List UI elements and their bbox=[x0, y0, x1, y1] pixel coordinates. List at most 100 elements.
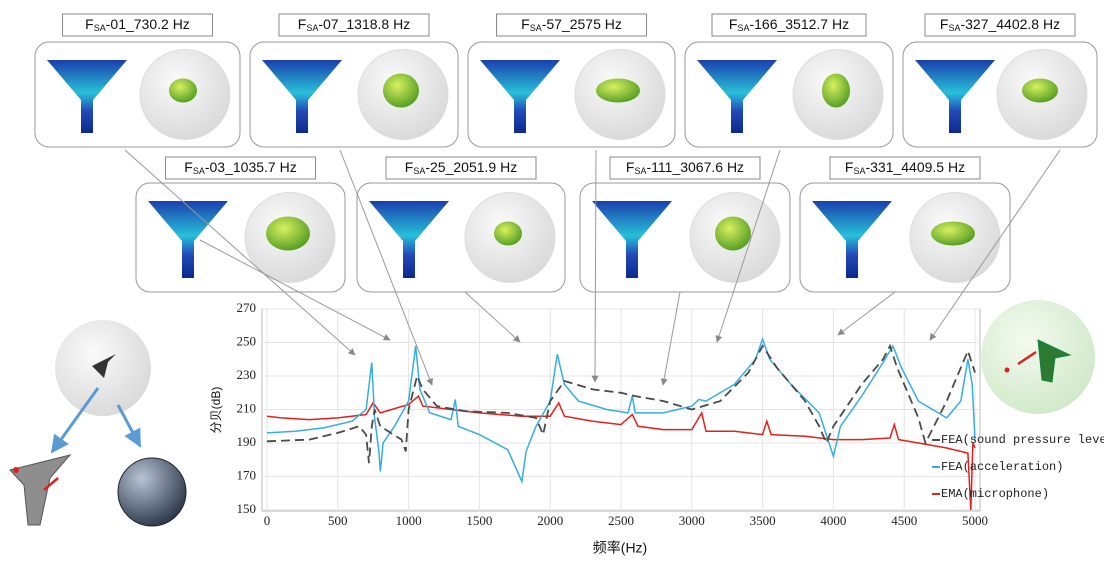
mode-label: FSA-57_2575 Hz bbox=[521, 16, 622, 34]
mode-label-box bbox=[385, 156, 537, 180]
mode-label-box bbox=[609, 156, 761, 180]
chart: 150 170 190 210 230 250 270 0 500 1000 1500 2000 250… bbox=[237, 300, 989, 528]
x-tick-label: 0 bbox=[264, 513, 271, 528]
arrow bbox=[50, 387, 100, 454]
mode-label-suffix: -166_3512.7 Hz bbox=[749, 16, 849, 32]
mode-label-symbol: F bbox=[85, 16, 94, 32]
point bbox=[1004, 367, 1010, 373]
force-arrow bbox=[1017, 350, 1037, 366]
pointer-arrow bbox=[929, 149, 1061, 341]
y-tick-label: 250 bbox=[237, 333, 257, 348]
mode-label: FSA-03_1035.7 Hz bbox=[184, 159, 296, 177]
funnel-model bbox=[1037, 339, 1072, 383]
mode-label-box bbox=[278, 13, 430, 37]
pointer-arrow bbox=[660, 291, 681, 386]
mode-label-symbol: F bbox=[405, 159, 414, 175]
mode-label-subscript: SA bbox=[413, 166, 425, 176]
mode-label-box bbox=[711, 13, 867, 37]
mode-label-subscript: SA bbox=[948, 23, 960, 33]
mode-label-subscript: SA bbox=[853, 166, 865, 176]
pressure-field bbox=[596, 78, 640, 103]
pressure-field bbox=[494, 221, 522, 246]
y-tick-label: 190 bbox=[237, 434, 257, 449]
pressure-field bbox=[266, 216, 310, 251]
x-tick-label: 500 bbox=[328, 513, 348, 528]
mode-label-symbol: F bbox=[184, 159, 193, 175]
y-tick-label: 230 bbox=[237, 367, 257, 382]
mode-label-symbol: F bbox=[729, 16, 738, 32]
mode-label-suffix: -25_2051.9 Hz bbox=[425, 159, 517, 175]
mode-label: FSA-331_4409.5 Hz bbox=[845, 159, 965, 177]
legend-label: FEA(acceleration) bbox=[941, 460, 1063, 474]
x-tick-label: 1000 bbox=[396, 513, 422, 528]
mode-label-symbol: F bbox=[940, 16, 949, 32]
point bbox=[13, 467, 19, 473]
pressure-field bbox=[931, 221, 975, 246]
pointer-arrow bbox=[591, 149, 599, 383]
result-sphere bbox=[981, 300, 1095, 414]
arrow bbox=[116, 404, 142, 448]
pressure-field bbox=[383, 73, 419, 108]
x-tick-label: 3500 bbox=[750, 513, 776, 528]
x-tick-label: 2000 bbox=[537, 513, 563, 528]
y-tick-label: 150 bbox=[237, 501, 257, 516]
mode-label-suffix: -331_4409.5 Hz bbox=[865, 159, 965, 175]
mode-label-subscript: SA bbox=[94, 23, 106, 33]
mode-shape bbox=[812, 201, 892, 278]
mode-shape bbox=[262, 60, 342, 133]
mode-shape bbox=[369, 201, 449, 278]
sphere-mesh bbox=[117, 457, 187, 527]
x-tick-label: 4000 bbox=[820, 513, 846, 528]
mode-label-subscript: SA bbox=[634, 166, 646, 176]
pressure-field bbox=[1022, 78, 1058, 103]
mode-label-suffix: -327_4402.8 Hz bbox=[960, 16, 1060, 32]
illustrations bbox=[9, 300, 1095, 527]
mode-label-suffix: -111_3067.6 Hz bbox=[647, 159, 745, 175]
pointer-arrow bbox=[837, 291, 896, 336]
mode-label-box bbox=[924, 13, 1076, 37]
data-line bbox=[266, 336, 976, 485]
x-axis-label: 频率(Hz) bbox=[593, 540, 647, 556]
mode-label: FSA-111_3067.6 Hz bbox=[626, 159, 744, 177]
mode-label-symbol: F bbox=[521, 16, 530, 32]
data-line bbox=[266, 343, 976, 464]
pressure-field bbox=[822, 73, 850, 108]
pressure-field bbox=[169, 78, 197, 103]
mode-shape bbox=[592, 201, 672, 278]
pointer-arrow bbox=[464, 291, 521, 343]
mode-shape bbox=[915, 60, 995, 133]
pointer-arrow bbox=[199, 239, 391, 341]
y-tick-label: 270 bbox=[237, 300, 257, 315]
mode-label-suffix: -01_730.2 Hz bbox=[106, 16, 190, 32]
mode-label-symbol: F bbox=[845, 159, 854, 175]
mode-label-box bbox=[62, 13, 213, 37]
mode-label-suffix: -07_1318.8 Hz bbox=[318, 16, 410, 32]
x-tick-label: 3000 bbox=[679, 513, 705, 528]
mode-label: FSA-166_3512.7 Hz bbox=[729, 16, 849, 34]
mode-label-subscript: SA bbox=[193, 166, 205, 176]
pointer-arrow bbox=[124, 149, 356, 356]
pressure-field bbox=[715, 216, 751, 251]
y-tick-label: 170 bbox=[237, 467, 257, 482]
mode-shape bbox=[148, 201, 228, 278]
mode-label-subscript: SA bbox=[737, 23, 749, 33]
mode-label: FSA-01_730.2 Hz bbox=[85, 16, 190, 34]
mode-label-subscript: SA bbox=[306, 23, 318, 33]
y-tick-label: 210 bbox=[237, 400, 257, 415]
mode-label-symbol: F bbox=[626, 159, 635, 175]
mode-label-suffix: -57_2575 Hz bbox=[542, 16, 622, 32]
mode-shape bbox=[47, 60, 127, 133]
pointer-arrow bbox=[715, 149, 781, 343]
x-tick-label: 5000 bbox=[962, 513, 988, 528]
mode-label-subscript: SA bbox=[530, 23, 542, 33]
x-tick-label: 1500 bbox=[466, 513, 492, 528]
mode-label: FSA-327_4402.8 Hz bbox=[940, 16, 1060, 34]
pointer-arrow bbox=[339, 149, 433, 386]
mode-label: FSA-07_1318.8 Hz bbox=[298, 16, 410, 34]
mode-label-symbol: F bbox=[298, 16, 307, 32]
funnel-mesh bbox=[9, 454, 72, 526]
mode-shape bbox=[697, 60, 777, 133]
mode-boxes: FSA-01_730.2 Hz FSA-07_1318.8 Hz FSA-57_25… bbox=[34, 13, 1098, 293]
y-axis-label: 分贝(dB) bbox=[209, 387, 223, 434]
